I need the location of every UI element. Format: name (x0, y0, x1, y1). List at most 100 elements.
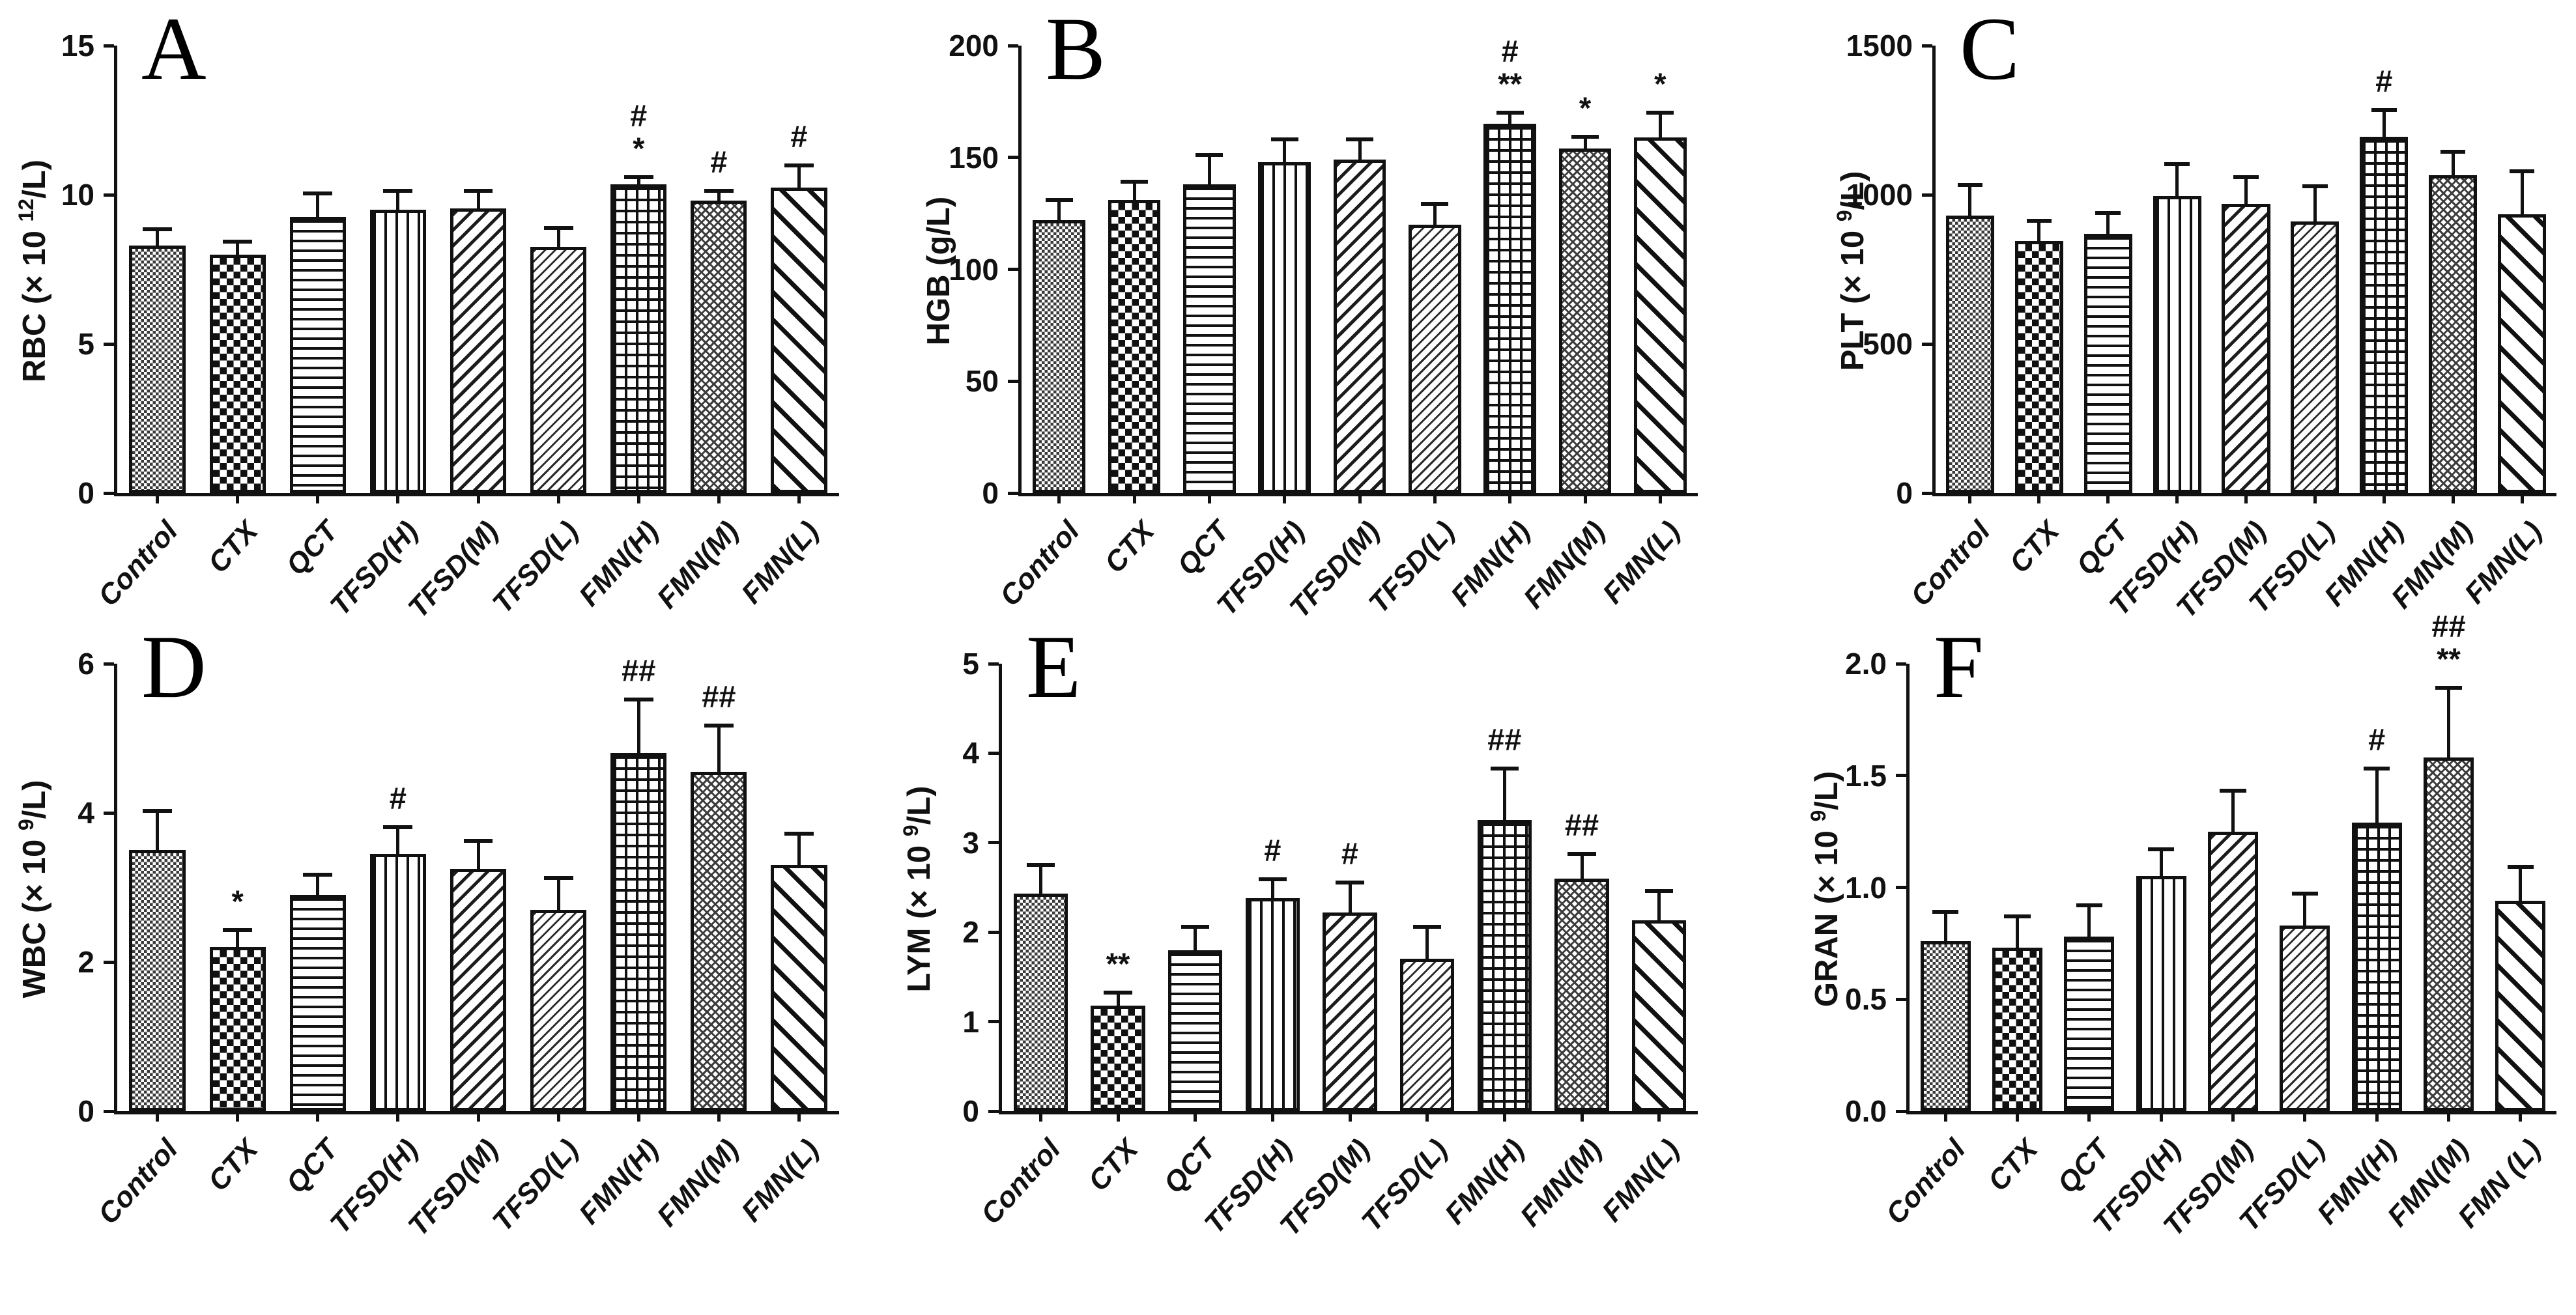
error-bar-line (1358, 137, 1362, 160)
significance-annotation: # (389, 781, 407, 816)
bar (1408, 224, 1461, 493)
error-bar-line (1425, 925, 1429, 959)
bar (1323, 912, 1377, 1111)
error-bar-cap (303, 872, 333, 877)
plot-area: 0 1 2 3 4 5 Control CTX ** QCT TFSD(H) # TFSD(M) # TFS… (962, 647, 1698, 1242)
y-tick-mark (1896, 774, 1906, 778)
error-bar-line (2382, 108, 2386, 137)
x-tick-mark (717, 493, 721, 503)
bar (129, 245, 186, 493)
error-bar-cap (1336, 880, 1364, 884)
x-tick-mark (1433, 493, 1437, 503)
error-bar-cap (143, 809, 172, 813)
bar (2495, 901, 2546, 1111)
significance-annotation: ** (1106, 946, 1130, 981)
bar (1245, 898, 1300, 1111)
panel-letter: E (1026, 617, 1081, 716)
error-bar-line (1283, 137, 1287, 162)
y-tick-label: 1500 (1846, 29, 1913, 63)
x-tick-mark (556, 493, 560, 503)
x-tick-mark (2159, 1111, 2163, 1122)
error-bar-line (1433, 202, 1437, 225)
bar (1333, 160, 1386, 493)
error-bar-cap (1258, 877, 1287, 882)
error-bar-cap (223, 239, 253, 244)
y-tick-mark (1008, 491, 1018, 495)
x-tick-mark (1657, 1111, 1661, 1122)
error-bar-line (2175, 162, 2179, 197)
plot-area: 0 5 10 15 Control CTX QCT TFSD(H) TFSD(M) TFSD(L)… (61, 29, 839, 624)
error-bar-line (1207, 152, 1211, 184)
bar (1554, 878, 1609, 1111)
y-tick-label: 0 (962, 1094, 979, 1128)
bar (1013, 894, 1068, 1111)
error-bar-line (2313, 184, 2317, 222)
error-bar-line (797, 831, 801, 866)
bar (1632, 920, 1687, 1111)
bar (2360, 136, 2409, 493)
bar (2064, 937, 2115, 1111)
y-tick-mark (1922, 44, 1932, 48)
y-tick-label: 5 (78, 327, 94, 361)
error-bar-line (1132, 180, 1136, 200)
error-bar-cap (784, 163, 814, 167)
error-bar-line (1968, 182, 1972, 216)
x-tick-mark (1057, 493, 1061, 503)
error-bar-cap (383, 188, 413, 193)
error-bar-line (316, 872, 320, 895)
bar (1033, 219, 1086, 493)
x-tick-mark (2037, 493, 2041, 503)
bar (771, 865, 827, 1111)
x-tick-mark (1283, 493, 1287, 503)
x-tick-mark (476, 1111, 480, 1122)
y-title-superscript: 9 (1807, 810, 1830, 822)
error-bar-cap (2302, 184, 2328, 188)
x-tick-mark (2244, 493, 2248, 503)
error-bar-cap (2076, 903, 2102, 907)
panel-lym: E LYM (× 10 9/L) 0 1 2 3 4 5 Control CTX ** QCT TF… (859, 617, 1717, 1242)
y-title-unit: /L) (902, 785, 937, 825)
y-tick-label: 3 (962, 825, 979, 860)
error-bar-cap (2164, 162, 2190, 166)
error-bar-cap (1413, 925, 1442, 929)
x-tick-mark (1968, 493, 1972, 503)
error-bar-cap (143, 227, 172, 232)
y-tick-mark (104, 44, 114, 48)
error-bar-cap (2148, 847, 2175, 851)
x-tick-mark (2375, 1111, 2379, 1122)
bar (2280, 925, 2330, 1111)
error-bar-cap (2220, 789, 2246, 793)
error-bar-line (1502, 767, 1506, 821)
error-bar-cap (463, 839, 493, 843)
bar (1182, 184, 1236, 493)
significance-annotation: * (1579, 91, 1592, 126)
error-bar-cap (1567, 851, 1596, 856)
y-tick-label: 0 (982, 476, 999, 510)
x-tick-mark (1132, 493, 1136, 503)
bar (691, 772, 747, 1111)
error-bar-cap (543, 876, 573, 881)
error-bar-line (2451, 150, 2455, 176)
significance-annotation: # * (630, 98, 648, 166)
bar (289, 894, 346, 1111)
y-tick-label: 2 (78, 945, 94, 979)
bar (1091, 1005, 1145, 1111)
bar (450, 208, 507, 493)
bar (1558, 148, 1612, 493)
y-tick-label: 1 (962, 1004, 979, 1039)
y-tick-mark (104, 491, 114, 495)
error-bar-line (2303, 892, 2307, 926)
error-bar-cap (1645, 889, 1674, 894)
y-tick-mark (104, 1109, 114, 1113)
y-tick-label: 0 (1896, 476, 1913, 510)
bar (1920, 940, 1971, 1111)
panel-letter: C (1960, 0, 2020, 98)
significance-annotation: # (790, 119, 808, 154)
x-tick-mark (1583, 493, 1587, 503)
significance-annotation: # (1341, 836, 1359, 871)
error-bar-cap (543, 226, 573, 231)
error-bar-cap (303, 191, 333, 196)
error-bar-line (1116, 990, 1120, 1006)
x-tick-mark (156, 1111, 160, 1122)
error-bar-cap (1181, 925, 1210, 929)
